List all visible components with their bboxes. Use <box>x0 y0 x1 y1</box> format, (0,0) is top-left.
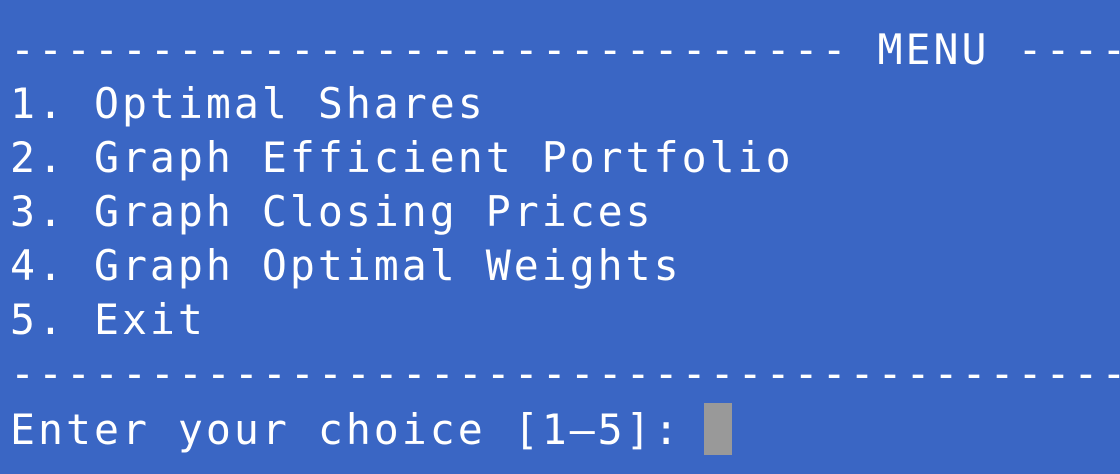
input-prompt: Enter your choice [1–5]: <box>10 405 710 454</box>
menu-item-optimal-shares: 1. Optimal Shares <box>10 79 486 128</box>
menu-header-rule: ------------------------------ MENU ----… <box>10 25 1120 74</box>
menu-item-graph-efficient-portfolio: 2. Graph Efficient Portfolio <box>10 133 794 182</box>
input-prompt-line[interactable]: Enter your choice [1–5]: <box>10 403 1120 457</box>
menu-item-exit: 5. Exit <box>10 295 206 344</box>
menu-item-graph-closing-prices: 3. Graph Closing Prices <box>10 187 654 236</box>
menu-list: 1. Optimal Shares 2. Graph Efficient Por… <box>10 77 1120 347</box>
menu-footer-rule: ----------------------------------------… <box>10 349 1120 398</box>
text-cursor[interactable] <box>703 403 732 455</box>
terminal-output: ------------------------------ MENU ----… <box>10 23 1120 457</box>
menu-item-graph-optimal-weights: 4. Graph Optimal Weights <box>10 241 682 290</box>
